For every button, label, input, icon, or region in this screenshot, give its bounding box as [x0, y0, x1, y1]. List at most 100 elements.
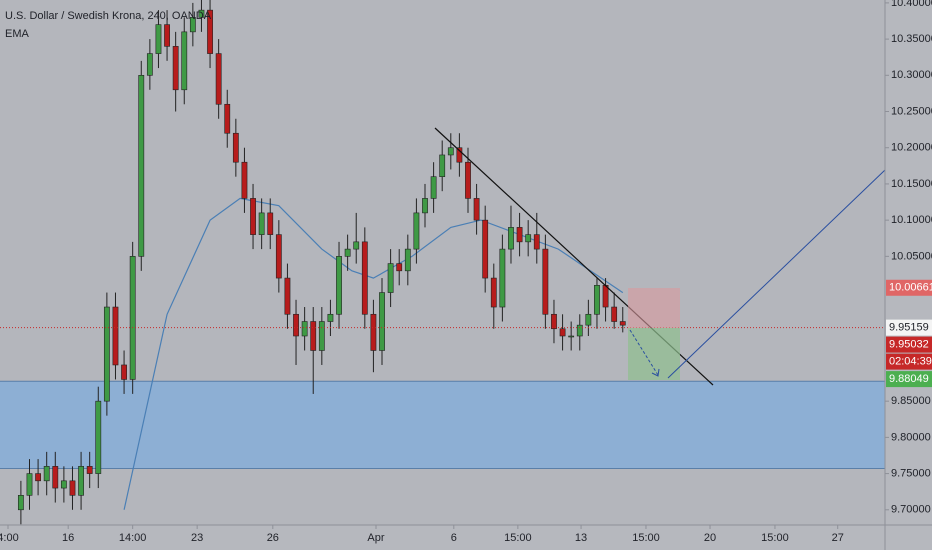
candle-body: [181, 31, 188, 91]
candle-body: [602, 285, 609, 308]
candle-body: [336, 256, 342, 315]
countdown-badge-bg: [886, 353, 932, 370]
candle-body: [473, 198, 480, 221]
price-badge: 10.00661: [889, 282, 932, 294]
y-tick-label: 9.80000: [891, 431, 931, 443]
candle-body: [52, 466, 59, 489]
candle-body: [103, 306, 110, 402]
candle-body: [619, 321, 626, 326]
candle-body: [69, 480, 76, 496]
candle-body: [241, 161, 248, 199]
price-badge: 9.95159: [889, 322, 929, 334]
price-badge-bg: [886, 319, 932, 336]
candle-body: [559, 328, 566, 337]
price-badge-bg: [886, 371, 932, 388]
candle-body: [516, 227, 523, 243]
candle-body: [542, 248, 549, 315]
candle-body: [164, 24, 170, 47]
candle-body: [138, 75, 145, 257]
candle-body: [95, 400, 102, 474]
candle-body: [17, 495, 24, 511]
candle-body: [396, 263, 403, 272]
candle-body: [422, 198, 428, 214]
candle-body: [275, 234, 282, 279]
chart-title: U.S. Dollar / Swedish Krona, 240, OANDA: [5, 10, 212, 22]
candle-body: [585, 313, 592, 326]
x-tick-label: 13: [575, 532, 587, 544]
x-tick-label: 23: [191, 532, 203, 544]
y-tick-label: 10.10000: [891, 214, 932, 226]
y-tick-label: 10.05000: [891, 250, 932, 262]
y-tick-label: 10.25000: [891, 105, 932, 117]
x-tick-label: 20: [704, 532, 716, 544]
candle-body: [129, 256, 136, 380]
candle-body: [310, 321, 317, 351]
candle-body: [207, 9, 213, 54]
candle-body: [568, 335, 575, 338]
candle-body: [146, 53, 153, 76]
candle-body: [78, 466, 84, 496]
target-box: [628, 328, 680, 380]
candle-body: [525, 234, 532, 243]
candle-body: [250, 198, 256, 235]
y-tick-label: 10.30000: [891, 69, 932, 81]
candle-body: [86, 466, 93, 474]
x-tick-label: 27: [832, 532, 844, 544]
candle-body: [482, 219, 489, 279]
y-tick-label: 9.75000: [891, 467, 931, 479]
y-tick-label: 9.70000: [891, 504, 931, 516]
y-tick-label: 10.40000: [891, 0, 932, 9]
candle-body: [387, 263, 394, 293]
candle-body: [121, 364, 127, 380]
y-tick-label: 10.15000: [891, 178, 932, 190]
candle-body: [258, 212, 265, 235]
price-badge-bg: [886, 336, 932, 353]
candle-body: [465, 161, 471, 199]
candle-body: [293, 313, 299, 337]
price-badge: 9.88049: [889, 373, 929, 385]
x-tick-label: 26: [267, 532, 279, 544]
candle-body: [224, 103, 231, 134]
candle-body: [301, 321, 308, 337]
candle-body: [413, 212, 420, 250]
candle-body: [379, 292, 385, 351]
y-tick-label: 10.20000: [891, 142, 932, 154]
candle-body: [35, 473, 41, 482]
stop-box: [628, 288, 680, 328]
candle-body: [404, 248, 411, 272]
candle-body: [344, 248, 351, 257]
projection-arrow: [651, 368, 660, 377]
candle-body: [533, 234, 540, 250]
candle-body: [189, 17, 196, 33]
x-tick-label: Apr: [367, 532, 384, 544]
x-tick-label: 6: [451, 532, 457, 544]
candle-body: [361, 241, 368, 315]
candle-body: [499, 248, 506, 308]
projection-line: [629, 329, 659, 376]
x-tick-label: 15:00: [632, 532, 660, 544]
candle-body: [576, 324, 583, 337]
candle-body: [594, 285, 600, 315]
x-tick-label: 14:00: [119, 532, 147, 544]
x-tick-label: 15:00: [504, 532, 532, 544]
candle-body: [551, 313, 557, 330]
price-badge: 9.95032: [889, 339, 929, 351]
candle-body: [430, 176, 437, 199]
y-tick-label: 9.85000: [891, 395, 931, 407]
x-tick-label: 16: [62, 532, 74, 544]
candle-body: [172, 46, 179, 91]
candle-body: [611, 306, 618, 322]
candle-body: [490, 277, 497, 308]
candle-body: [155, 24, 162, 54]
support-zone: [0, 381, 885, 469]
candle-body: [508, 227, 514, 250]
candle-body: [353, 241, 360, 250]
x-tick-label: 15:00: [761, 532, 789, 544]
price-badge-bg: [886, 279, 932, 296]
candle-body: [439, 154, 446, 177]
candle-body: [112, 306, 119, 366]
candle-body: [43, 466, 50, 482]
candle-body: [26, 473, 33, 496]
candle-body: [267, 212, 274, 235]
